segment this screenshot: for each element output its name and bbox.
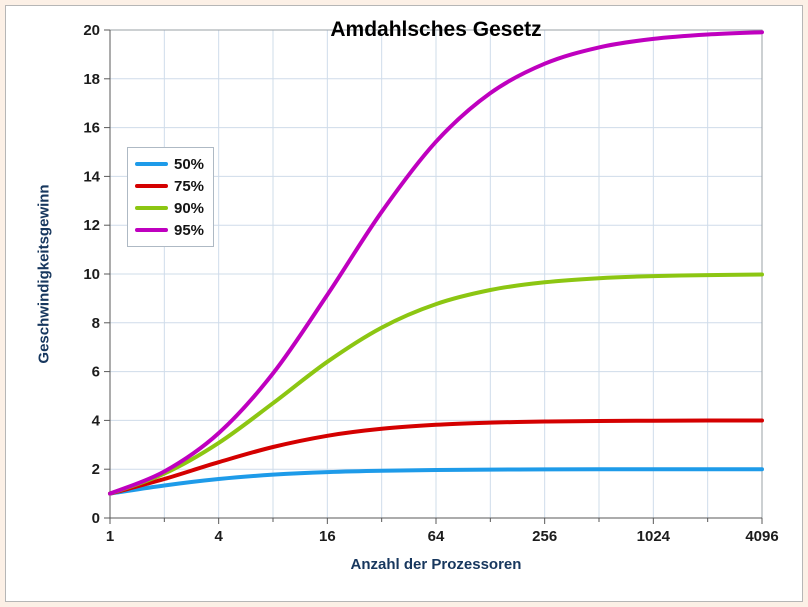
legend-item: 75% (135, 175, 204, 197)
x-axis-label: Anzahl der Prozessoren (350, 556, 522, 573)
chart-legend: 50% 75% 90% 95% (127, 147, 215, 247)
series-curve-90% (108, 272, 764, 496)
tick-marks (104, 29, 763, 524)
legend-label: 95% (174, 221, 205, 239)
series-curve-75% (108, 418, 764, 496)
y-tick-label: 14 (83, 168, 100, 185)
chart-card: 0 2 4 6 8 10 12 14 16 18 20 1 4 16 64 256 1024 4096 Amdah… (5, 5, 803, 602)
y-tick-label: 18 (83, 71, 100, 88)
y-axis-label: Geschwindigkeitsgewinn (35, 184, 53, 364)
legend-item: 95% (135, 219, 204, 241)
legend-label: 90% (174, 199, 205, 217)
y-tick-labels: 0 2 4 6 8 10 12 14 16 18 20 (83, 22, 100, 527)
y-tick-label: 10 (83, 266, 100, 283)
x-tick-label: 4 (214, 528, 223, 545)
legend-swatch-50% (135, 162, 168, 166)
legend-item: 50% (135, 153, 204, 175)
gridlines (110, 30, 762, 518)
x-tick-label: 256 (532, 528, 557, 545)
x-tick-label: 4096 (745, 528, 778, 545)
y-tick-label: 2 (92, 461, 100, 478)
series-curve-95% (108, 30, 764, 496)
x-tick-label: 16 (319, 528, 336, 545)
legend-swatch-90% (135, 206, 168, 210)
legend-label: 75% (174, 177, 205, 195)
x-tick-label: 1 (106, 528, 114, 545)
y-tick-label: 20 (83, 22, 100, 39)
y-tick-label: 4 (92, 412, 101, 429)
x-tick-label: 1024 (637, 528, 671, 545)
x-tick-labels: 1 4 16 64 256 1024 4096 (106, 528, 779, 545)
legend-item: 90% (135, 197, 204, 219)
y-tick-label: 16 (83, 120, 100, 137)
legend-swatch-75% (135, 184, 168, 188)
y-tick-label: 0 (92, 510, 100, 527)
legend-label: 50% (174, 155, 205, 173)
legend-swatch-95% (135, 228, 168, 232)
chart-title: Amdahlsches Gesetz (330, 18, 542, 41)
series-curves (108, 30, 764, 496)
series-curve-50% (108, 467, 764, 496)
y-tick-label: 12 (83, 217, 100, 234)
y-tick-label: 6 (92, 364, 100, 381)
x-tick-label: 64 (428, 528, 445, 545)
y-tick-label: 8 (92, 315, 100, 332)
